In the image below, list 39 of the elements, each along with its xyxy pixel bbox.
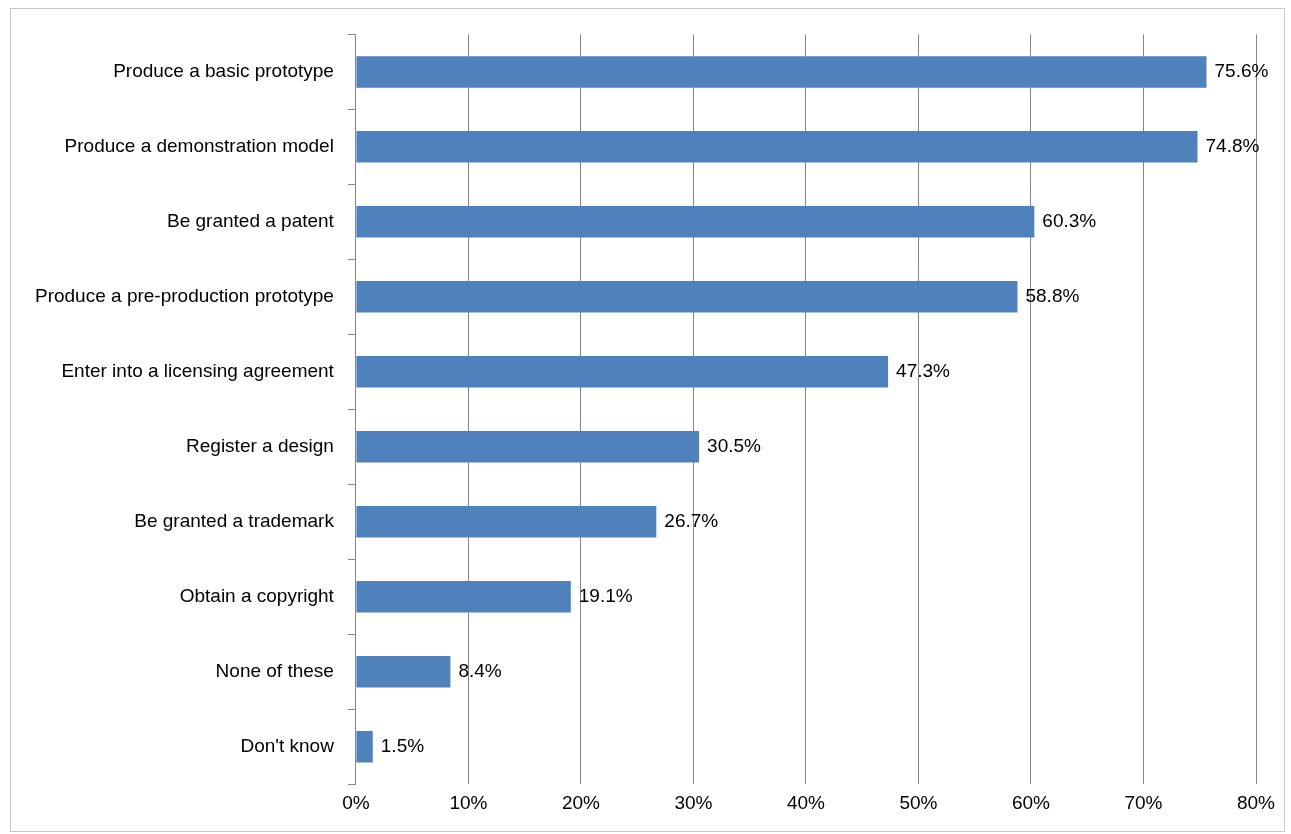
y-tick-label: Produce a basic prototype	[113, 60, 334, 82]
x-tick-label: 20%	[561, 791, 601, 813]
data-label: 47.3%	[896, 360, 951, 382]
bar	[356, 206, 1035, 238]
y-tick-label: Obtain a copyright	[179, 584, 335, 606]
data-label: 75.6%	[1214, 60, 1269, 82]
y-tick-label: Register a design	[186, 435, 334, 457]
x-tick-label: 70%	[1124, 791, 1163, 813]
x-tick-label: 10%	[449, 791, 488, 813]
bar	[356, 730, 373, 763]
data-label: 19.1%	[578, 584, 633, 606]
y-tick-label: Produce a pre-production prototype	[34, 285, 334, 307]
data-label: 1.5%	[380, 734, 425, 756]
y-tick-label: Produce a demonstration model	[64, 135, 334, 157]
bar	[356, 356, 889, 388]
bar	[356, 581, 571, 613]
bar	[356, 56, 1207, 88]
bar	[356, 131, 1198, 163]
bar	[356, 506, 657, 538]
x-tick-label: 50%	[899, 791, 938, 813]
bar	[356, 655, 451, 688]
data-label: 30.5%	[707, 435, 762, 457]
x-tick-label: 80%	[1236, 791, 1276, 813]
y-tick-label: Enter into a licensing agreement	[61, 360, 335, 382]
data-label: 58.8%	[1025, 285, 1080, 307]
x-tick-label: 60%	[1011, 791, 1051, 813]
bar	[356, 431, 700, 463]
data-label: 74.8%	[1205, 135, 1260, 157]
data-label: 26.7%	[664, 510, 719, 531]
x-tick-label: 0%	[342, 791, 370, 813]
x-tick-label: 30%	[674, 791, 713, 813]
x-tick-label: 40%	[786, 791, 826, 813]
y-tick-label: Be granted a trademark	[134, 510, 335, 531]
bar	[356, 281, 1018, 313]
y-tick-label: Don't know	[240, 734, 335, 756]
data-label: 60.3%	[1042, 210, 1097, 232]
y-tick-label: None of these	[215, 659, 334, 681]
y-tick-label: Be granted a patent	[166, 210, 335, 232]
data-label: 8.4%	[458, 659, 502, 681]
